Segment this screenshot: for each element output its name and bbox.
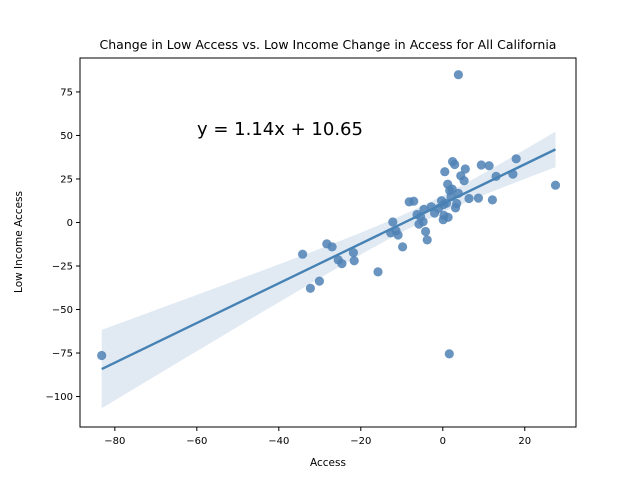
x-axis-label: Access [310,457,346,469]
data-point [327,242,337,252]
axes-frame [79,57,577,428]
y-axis: −100 −75 −50 −25 0 25 50 75 [46,87,80,403]
x-axis: −80 −60 −40 −20 0 20 [104,427,531,447]
data-point [349,256,359,266]
y-axis-label: Low Income Access [13,191,25,293]
data-point [443,212,453,222]
data-point [473,193,483,203]
data-point [484,161,494,171]
data-point [298,249,308,259]
y-tick-label: −25 [52,261,73,272]
data-point [398,242,408,252]
data-point [452,198,462,209]
x-tick-label: 0 [440,436,446,447]
data-point [373,267,383,277]
x-tick-label: −60 [186,436,207,447]
data-point [511,154,521,164]
data-point [450,159,460,170]
regression-equation: y = 1.14x + 10.65 [197,119,363,140]
data-point [464,193,474,204]
plot-area [97,70,561,409]
y-tick-label: −50 [52,305,73,316]
x-tick-label: 20 [518,436,531,447]
y-tick-label: −75 [52,349,73,360]
data-point [305,283,315,293]
y-tick-label: 25 [60,174,73,185]
y-tick-label: 75 [60,87,73,98]
y-tick-label: −100 [46,392,73,403]
y-tick-label: 50 [60,131,73,142]
chart-title: Change in Low Access vs. Low Income Chan… [100,37,557,52]
data-point [422,235,432,245]
x-tick-label: −80 [104,436,125,447]
data-point [459,176,469,186]
data-point [550,180,561,190]
regression-line [101,148,557,371]
data-point [440,167,450,177]
data-point [348,248,358,258]
confidence-band [101,131,556,409]
y-tick-label: 0 [67,218,73,229]
data-point [476,160,486,170]
data-point [97,350,107,361]
data-point [444,349,454,359]
x-tick-label: −20 [350,436,371,447]
data-point [409,196,419,206]
x-tick-label: −40 [268,436,289,447]
data-point [453,70,463,80]
data-point [337,259,347,269]
data-point [388,217,398,227]
data-point [393,230,403,240]
data-point [314,276,324,286]
data-point [418,217,428,227]
data-point [421,226,431,237]
data-point [460,164,470,174]
data-point [487,195,497,205]
